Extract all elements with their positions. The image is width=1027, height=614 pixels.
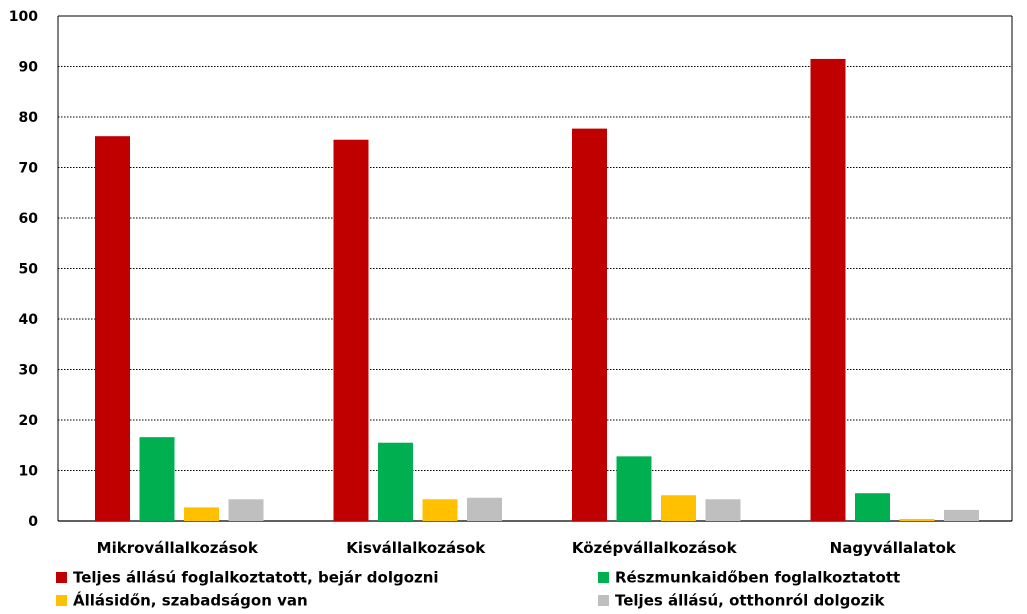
y-tick-label: 80 xyxy=(19,110,39,126)
legend-label-3: Teljes állású, otthonról dolgozik xyxy=(615,591,885,610)
y-tick-label: 20 xyxy=(19,413,39,429)
legend-label-2: Állásidőn, szabadságon van xyxy=(73,591,308,610)
legend-item-1: Részmunkaidőben foglalkoztatott xyxy=(598,568,900,587)
bar xyxy=(467,497,502,521)
y-tick-label: 10 xyxy=(19,464,39,480)
legend-label-0: Teljes állású foglalkoztatott, bejár dol… xyxy=(73,568,439,587)
x-category-label: Mikrovállalkozások xyxy=(97,539,259,557)
y-tick-label: 70 xyxy=(19,161,39,177)
bar xyxy=(139,437,175,521)
bar xyxy=(378,442,413,521)
legend-swatch-green xyxy=(598,572,609,583)
bar xyxy=(422,499,458,521)
y-tick-label: 60 xyxy=(19,211,39,227)
y-tick-label: 0 xyxy=(28,514,38,530)
bar xyxy=(95,136,130,521)
y-tick-label: 50 xyxy=(19,262,39,278)
x-axis-category-labels: Mikrovállalkozások Kisvállalkozások Középv… xyxy=(97,539,957,557)
legend-swatch-yellow xyxy=(56,595,67,606)
bar xyxy=(333,139,369,521)
bars xyxy=(95,58,979,522)
x-category-label: Középvállalkozások xyxy=(572,539,738,557)
y-tick-label: 40 xyxy=(19,312,39,328)
x-category-label: Nagyvállalatok xyxy=(830,539,957,557)
legend-item-3: Teljes állású, otthonról dolgozik xyxy=(598,591,885,610)
y-tick-label: 100 xyxy=(9,9,38,25)
bar xyxy=(616,456,652,521)
bar xyxy=(661,495,696,521)
gridlines xyxy=(57,15,1013,522)
legend-item-2: Állásidőn, szabadságon van xyxy=(56,591,308,610)
y-axis-tick-labels: 0 10 20 30 40 50 60 70 80 90 100 xyxy=(9,9,38,530)
bar xyxy=(228,499,264,521)
bar xyxy=(944,509,979,521)
x-category-label: Kisvállalkozások xyxy=(346,539,486,557)
bar xyxy=(810,58,846,522)
y-tick-label: 30 xyxy=(19,363,39,379)
y-tick-label: 90 xyxy=(19,60,39,76)
bar xyxy=(705,499,741,521)
legend-item-0: Teljes állású foglalkoztatott, bejár dol… xyxy=(56,568,439,587)
legend-swatch-gray xyxy=(598,595,609,606)
bar xyxy=(899,518,935,521)
legend-label-1: Részmunkaidőben foglalkoztatott xyxy=(615,568,901,587)
bar xyxy=(572,128,607,522)
bar xyxy=(855,493,890,521)
legend-swatch-red xyxy=(56,572,67,583)
bar xyxy=(184,507,219,521)
